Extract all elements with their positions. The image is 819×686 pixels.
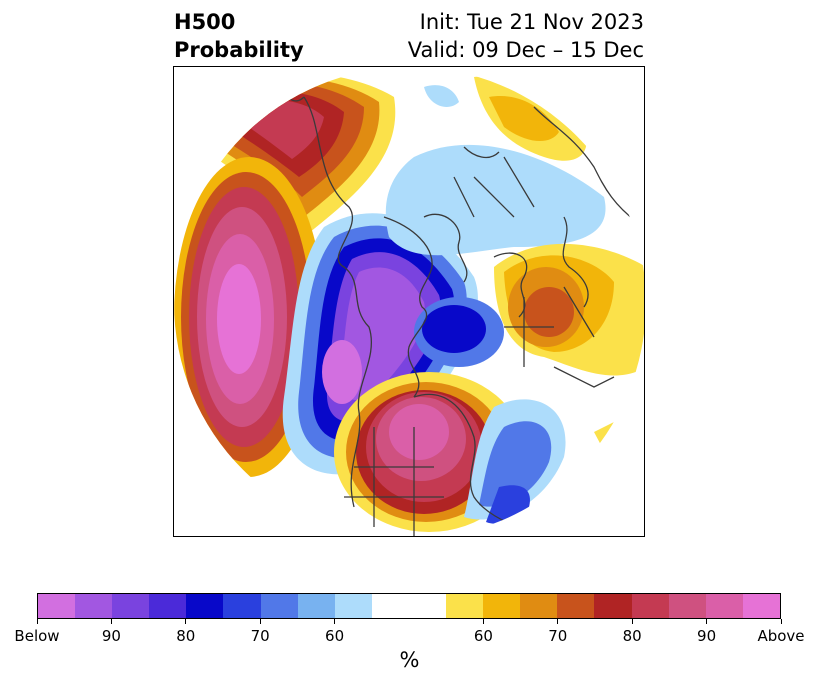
labrador-trough-anomaly <box>414 297 504 367</box>
colorbar-swatch <box>149 594 187 618</box>
colorbar-swatch <box>186 594 224 618</box>
colorbar-swatch <box>334 594 372 618</box>
colorbar-tick-label: 60 <box>325 627 345 645</box>
colorbar-tick-mark <box>36 619 38 624</box>
colorbar-swatch <box>668 594 706 618</box>
colorbar-tick-mark <box>185 619 187 624</box>
colorbar-swatch <box>594 594 632 618</box>
colorbar-swatch <box>705 594 743 618</box>
colorbar-tick-label: Above <box>757 627 805 645</box>
colorbar-swatch <box>297 594 335 618</box>
valid-date-label: Valid: 09 Dec – 15 Dec <box>407 38 644 62</box>
title-line-1: H500 <box>174 10 236 34</box>
map-canvas <box>174 67 644 536</box>
arctic-below-anomaly <box>385 85 606 256</box>
colorbar-tick-mark <box>780 619 782 624</box>
map-title: H500 Probability <box>174 8 304 64</box>
colorbar-swatch <box>112 594 150 618</box>
colorbar-swatch <box>371 594 409 618</box>
colorbar-tick-mark <box>706 619 708 624</box>
colorbar-swatch <box>223 594 261 618</box>
colorbar-swatch <box>446 594 484 618</box>
atlantic-above-fleck <box>594 422 614 447</box>
colorbar-tick-mark <box>334 619 336 624</box>
colorbar-tick-label: 70 <box>548 627 568 645</box>
colorbar-tick-mark <box>557 619 559 624</box>
colorbar-swatch <box>38 594 76 618</box>
colorbar-tick-mark <box>482 619 484 624</box>
colorbar-tick-mark <box>110 619 112 624</box>
colorbar-tick-label: 60 <box>473 627 493 645</box>
colorbar-tick-label: 80 <box>622 627 642 645</box>
forecast-dates: Init: Tue 21 Nov 2023 Valid: 09 Dec – 15… <box>408 8 644 64</box>
probability-map <box>173 66 645 537</box>
colorbar-tick-label: 90 <box>697 627 717 645</box>
colorbar-tick-label: 90 <box>101 627 121 645</box>
colorbar-swatch <box>260 594 298 618</box>
colorbar-swatch <box>742 594 780 618</box>
siberia-above-anomaly <box>474 76 587 161</box>
colorbar-unit-label: % <box>399 648 420 672</box>
colorbar-swatch <box>557 594 595 618</box>
coastlines <box>233 67 644 536</box>
colorbar-swatch <box>483 594 521 618</box>
colorbar-swatch <box>631 594 669 618</box>
colorbar-tick-mark <box>631 619 633 624</box>
scandinavia-ridge-anomaly <box>494 243 644 376</box>
colorbar-swatch <box>408 594 447 618</box>
title-line-2: Probability <box>174 38 304 62</box>
probability-colorbar <box>37 593 781 619</box>
colorbar-tick-label: Below <box>14 627 60 645</box>
colorbar-tick-label: 70 <box>250 627 270 645</box>
colorbar-tick-label: 80 <box>176 627 196 645</box>
colorbar-tick-mark <box>259 619 261 624</box>
colorbar-swatch <box>520 594 558 618</box>
colorbar-swatch <box>75 594 113 618</box>
init-date-label: Init: Tue 21 Nov 2023 <box>419 10 644 34</box>
